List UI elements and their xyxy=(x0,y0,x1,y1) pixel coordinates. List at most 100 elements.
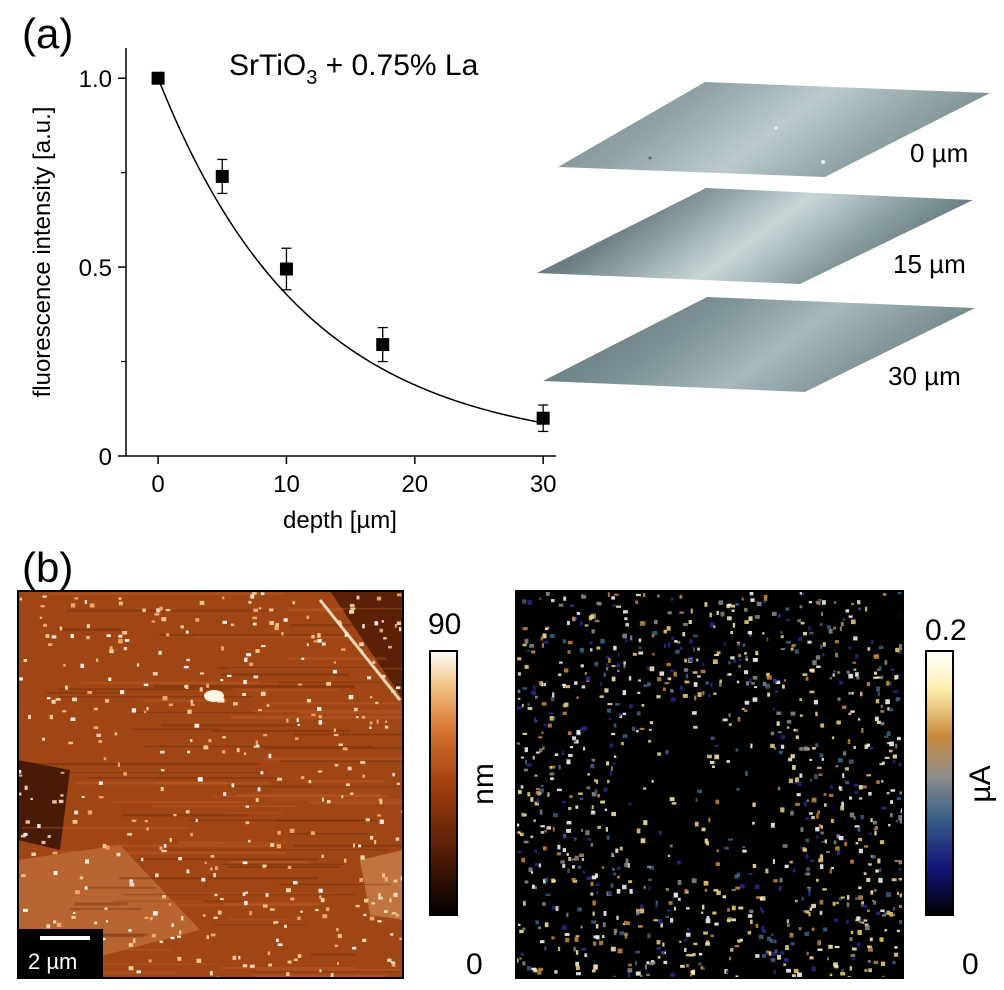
topo-particle xyxy=(123,772,127,776)
topo-particle xyxy=(388,645,392,649)
topo-streak xyxy=(35,871,81,874)
current-spot xyxy=(517,689,521,693)
current-spot xyxy=(748,873,753,876)
topo-particle xyxy=(151,933,156,938)
topo-streak xyxy=(230,715,403,719)
current-spot xyxy=(844,838,848,841)
current-spot xyxy=(857,837,863,842)
topo-particle xyxy=(23,658,27,662)
topo-particle xyxy=(30,797,33,800)
topo-streak xyxy=(213,924,307,926)
current-spot xyxy=(601,866,605,869)
current-spot xyxy=(892,960,896,965)
current-spot xyxy=(830,867,834,870)
current-spot xyxy=(596,935,600,940)
current-spot xyxy=(697,789,702,794)
topo-particle xyxy=(383,637,387,640)
current-spot xyxy=(526,649,531,653)
topo-particle xyxy=(318,720,323,725)
current-spot xyxy=(890,668,895,672)
current-spot xyxy=(849,812,855,818)
current-spot xyxy=(697,647,700,651)
topo-particle xyxy=(199,672,205,675)
current-spot xyxy=(864,606,868,612)
current-spot xyxy=(546,826,551,830)
topo-particle xyxy=(103,757,107,761)
topo-particle xyxy=(306,698,311,703)
current-spot xyxy=(794,728,799,732)
topo-particle xyxy=(81,795,85,799)
current-spot xyxy=(566,821,572,825)
current-spot xyxy=(898,647,903,651)
current-spot xyxy=(540,636,544,641)
topo-particle xyxy=(176,935,182,938)
topo-particle xyxy=(42,595,47,598)
current-spot xyxy=(816,878,819,882)
current-spot xyxy=(656,695,661,699)
current-spot xyxy=(667,909,672,912)
current-spot xyxy=(759,896,762,901)
current-spot xyxy=(799,773,803,778)
current-spot xyxy=(562,833,567,839)
current-spot xyxy=(875,676,881,679)
current-spot xyxy=(894,675,897,680)
topo-particle xyxy=(209,971,213,976)
current-spot xyxy=(776,954,781,960)
current-spot xyxy=(734,874,739,879)
topo-streak xyxy=(98,900,204,903)
topo-particle xyxy=(31,852,36,856)
current-spot xyxy=(707,754,712,759)
topo-particle xyxy=(214,866,218,871)
current-spot xyxy=(629,635,633,641)
topo-particle xyxy=(333,728,336,732)
topo-streak xyxy=(153,685,355,688)
current-spot xyxy=(727,908,730,912)
topo-particle xyxy=(352,946,357,950)
current-spot xyxy=(521,813,527,817)
topo-particle xyxy=(242,892,246,897)
current-spot xyxy=(860,691,863,697)
current-spot xyxy=(603,787,608,792)
current-spot xyxy=(544,922,549,928)
current-spot xyxy=(640,838,646,844)
current-spot xyxy=(838,786,841,790)
current-spot xyxy=(679,940,682,943)
current-spot xyxy=(867,959,871,963)
current-spot xyxy=(773,747,777,750)
topo-streak xyxy=(229,860,309,864)
current-spot xyxy=(713,692,717,695)
current-spot xyxy=(794,777,799,783)
topo-streak xyxy=(53,850,125,853)
current-spot xyxy=(657,677,662,682)
topo-particle xyxy=(173,813,177,817)
current-spot xyxy=(808,601,813,604)
current-spot xyxy=(850,859,854,864)
topo-streak xyxy=(220,966,356,969)
current-spot xyxy=(527,600,532,606)
current-spot xyxy=(896,697,901,701)
current-spot xyxy=(689,954,694,957)
topo-particle xyxy=(283,924,287,928)
current-spot xyxy=(639,908,645,914)
topo-streak xyxy=(178,841,225,845)
topo-particle xyxy=(325,907,330,912)
current-spot xyxy=(754,686,758,689)
topo-particle xyxy=(25,820,30,824)
current-spot xyxy=(836,850,841,855)
topo-particle xyxy=(258,708,262,712)
current-spot xyxy=(857,600,861,605)
current-spot xyxy=(777,786,781,790)
current-spot xyxy=(716,849,720,853)
topo-particle xyxy=(158,650,162,655)
topo-particle xyxy=(24,785,28,790)
current-spot xyxy=(873,888,877,892)
current-spot xyxy=(545,627,549,631)
current-spot xyxy=(692,647,696,652)
current-spot xyxy=(544,640,549,644)
current-spot xyxy=(780,635,784,639)
current-spot xyxy=(703,880,709,886)
current-spot xyxy=(595,924,599,929)
topo-particle xyxy=(55,698,61,701)
current-spot xyxy=(835,846,840,851)
topo-particle xyxy=(155,873,159,878)
